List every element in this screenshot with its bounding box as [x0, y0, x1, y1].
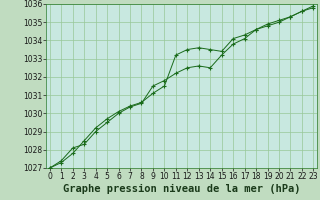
X-axis label: Graphe pression niveau de la mer (hPa): Graphe pression niveau de la mer (hPa)	[63, 184, 300, 194]
